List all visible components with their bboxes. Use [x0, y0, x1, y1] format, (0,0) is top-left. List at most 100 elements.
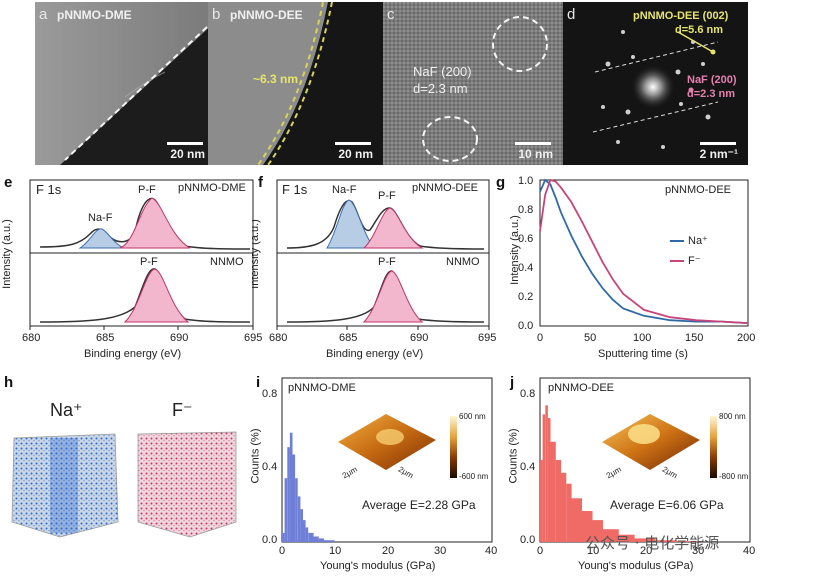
histogram-bar: [542, 414, 546, 542]
panel-title: pNNMO-DME: [57, 8, 132, 22]
histogram-bar: [550, 441, 556, 542]
panel-c: c NaF (200) d=2.3 nm 10 nm: [383, 2, 563, 165]
diffraction-spot-label-2: NaF (200): [687, 74, 737, 86]
x-axis-label: Binding energy (eV): [326, 348, 424, 360]
histogram-bar: [555, 460, 562, 542]
pf-peak-label: P-F: [378, 190, 396, 202]
histogram-bar: [634, 538, 656, 542]
colorbar-min-label: -800 nm: [719, 472, 749, 481]
panel-letter: d: [567, 6, 576, 23]
x-axis-label: Young's modulus (GPa): [320, 560, 436, 572]
x-tick-label: 685: [96, 332, 115, 344]
histogram-bar: [618, 534, 635, 542]
histogram-bar: [303, 520, 306, 542]
x-tick-label: 680: [269, 332, 288, 344]
na-map-label: Na⁺: [50, 400, 83, 420]
x-tick-label: 30: [434, 545, 447, 557]
histogram-bar: [540, 460, 543, 542]
sample-label: pNNMO-DEE: [548, 382, 615, 394]
x-tick-label: 10: [329, 545, 342, 557]
panel-letter: f: [258, 174, 263, 191]
colorbar-min-label: -600 nm: [459, 472, 489, 481]
y-tick-label: 0.4: [262, 461, 278, 473]
scale-bar: [515, 142, 551, 145]
thickness-label: ~6.3 nm: [253, 72, 299, 86]
panel-letter: a: [39, 6, 48, 23]
tem-image-b: [208, 2, 383, 165]
x-axis-label: Sputtering time (s): [598, 348, 688, 360]
x-tick-label: 695: [478, 332, 497, 344]
x-tick-label: 680: [22, 332, 41, 344]
y-axis-label: Counts (%): [507, 428, 520, 484]
x-tick-label: 30: [692, 545, 705, 557]
x-axis-label: Binding energy (eV): [84, 348, 182, 360]
legend-na-label: Na⁺: [688, 235, 708, 247]
histogram-bar: [676, 541, 698, 542]
tem-image-c: [383, 2, 563, 165]
histogram-bar: [603, 529, 619, 542]
panel-i: i pNNMO-DME 600 nm -600 nm 2μm 2μm Avera…: [230, 372, 510, 576]
afm-inset: [592, 402, 710, 482]
histogram-bar: [287, 447, 290, 542]
histogram-bar: [545, 405, 548, 542]
colorbar-max-label: 800 nm: [719, 412, 746, 421]
pf-peak-label-bottom: P-F: [378, 256, 396, 268]
x-tick-label: 0: [279, 545, 286, 557]
x-tick-label: 50: [584, 332, 597, 344]
histogram-bar: [292, 454, 296, 542]
histogram-bar: [566, 483, 572, 542]
afm-inset: [328, 402, 446, 482]
panel-letter: h: [4, 374, 14, 391]
x-tick-label: 200: [737, 332, 756, 344]
panel-letter: e: [4, 174, 13, 191]
sample-label: pNNMO-DEE: [665, 184, 732, 196]
naf-peak-label: Na-F: [88, 212, 113, 224]
panel-title: pNNMO-DEE: [230, 8, 303, 22]
sample-label: pNNMO-DME: [288, 382, 356, 394]
xps-chart-e: [29, 179, 254, 330]
x-tick-label: 20: [640, 545, 653, 557]
y-tick-label: 0.6: [518, 233, 534, 245]
scale-label: 20 nm: [170, 147, 205, 161]
panel-e: e F 1s pNNMO-DME Na-F P-F NNMO P-F Inten…: [0, 172, 262, 367]
scale-bar: [700, 142, 736, 145]
y-tick-label: 0.8: [262, 388, 278, 400]
x-tick-label: 690: [410, 332, 429, 344]
y-tick-label: 0.0: [520, 534, 536, 546]
diffraction-spot-label-1: pNNMO-DEE (002): [633, 10, 729, 22]
afm-3d-surface: [602, 414, 700, 470]
histogram-bar: [297, 496, 301, 542]
x-axis-label: Young's modulus (GPa): [578, 560, 694, 572]
histogram-bar: [582, 511, 593, 542]
average-modulus-label: Average E=2.28 GPa: [362, 498, 476, 512]
histogram-chart-j: [539, 377, 751, 543]
x-tick-label: 20: [382, 545, 395, 557]
panel-d: d pNNMO-DEE (002) d=5.6 nm NaF (200) d=2…: [563, 2, 748, 165]
y-tick-label: 0.4: [520, 461, 536, 473]
x-tick-label: 0: [537, 545, 544, 557]
bottom-sample-label: NNMO: [210, 256, 244, 268]
panel-letter: c: [387, 6, 395, 23]
scale-bar: [167, 142, 203, 145]
wechat-watermark: 公众号 · 电化学能源: [585, 534, 720, 552]
panel-b: b pNNMO-DEE ~6.3 nm 20 nm: [208, 2, 383, 165]
diffraction-spacing-label-2: d=2.3 nm: [687, 88, 735, 100]
scale-label: 20 nm: [338, 147, 373, 161]
y-axis-label: Intensity (a.u.): [252, 219, 261, 289]
scale-label: 2 nm⁻¹: [699, 147, 738, 161]
y-tick-label: 1.0: [518, 175, 534, 187]
histogram-bar: [295, 478, 298, 542]
x-tick-label: 40: [743, 545, 756, 557]
panel-h: h Na⁺ F⁻: [0, 372, 240, 572]
histogram-bar: [547, 418, 551, 542]
pf-peak-label-bottom: P-F: [140, 256, 158, 268]
histogram-bar: [571, 498, 582, 542]
naf-peak-label: Na-F: [332, 184, 357, 196]
histogram-bar: [324, 540, 335, 542]
naf-spacing-label: d=2.3 nm: [413, 81, 468, 96]
histogram-bar: [561, 472, 567, 542]
xps-chart-f: [276, 179, 490, 330]
legend-f-label: F⁻: [688, 255, 701, 267]
y-axis-label: Intensity (a.u.): [508, 215, 521, 285]
panel-j: j pNNMO-DEE 800 nm -800 nm 2μm 2μm Avera…: [500, 372, 780, 576]
